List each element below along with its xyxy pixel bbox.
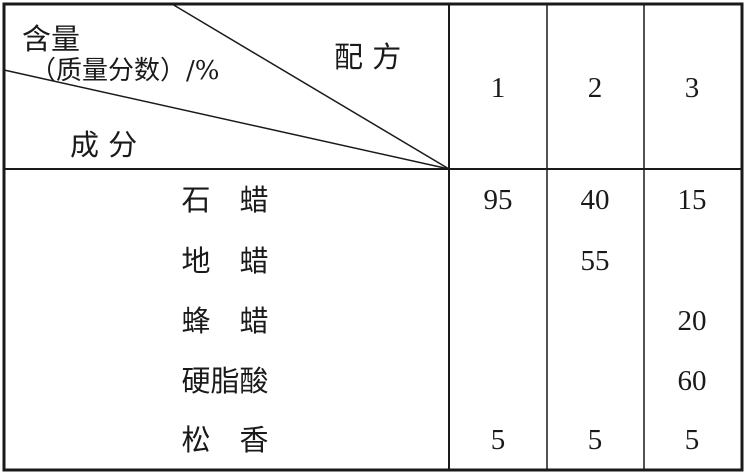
ingredient-label: 地 蜡 (181, 244, 269, 278)
content-value-cell: 20 (677, 305, 707, 337)
content-value-cell: 60 (677, 365, 707, 397)
corner-top-label: 含量 (22, 22, 81, 56)
ingredient-label: 石 蜡 (181, 183, 269, 217)
corner-right-label: 配 方 (334, 40, 402, 74)
formula-column-header: 3 (684, 72, 700, 104)
corner-unit-label: （质量分数）/% (30, 56, 220, 86)
content-value-cell: 15 (677, 184, 707, 216)
content-value-cell: 95 (483, 184, 513, 216)
ingredient-label: 蜂 蜡 (181, 304, 269, 338)
content-value-cell: 5 (587, 424, 603, 456)
diagonal-line (3, 69, 450, 170)
formula-column-header: 2 (587, 72, 603, 104)
content-value-cell: 40 (580, 184, 610, 216)
content-value-cell: 5 (490, 424, 506, 456)
ingredient-label: 松 香 (181, 423, 269, 457)
formula-column-header: 1 (490, 72, 506, 104)
ingredient-label: 硬脂酸 (181, 364, 269, 398)
corner-bottom-label: 成 分 (70, 128, 138, 162)
diagonal-line (171, 3, 450, 170)
content-value-cell: 5 (684, 424, 700, 456)
content-value-cell: 55 (580, 245, 610, 277)
